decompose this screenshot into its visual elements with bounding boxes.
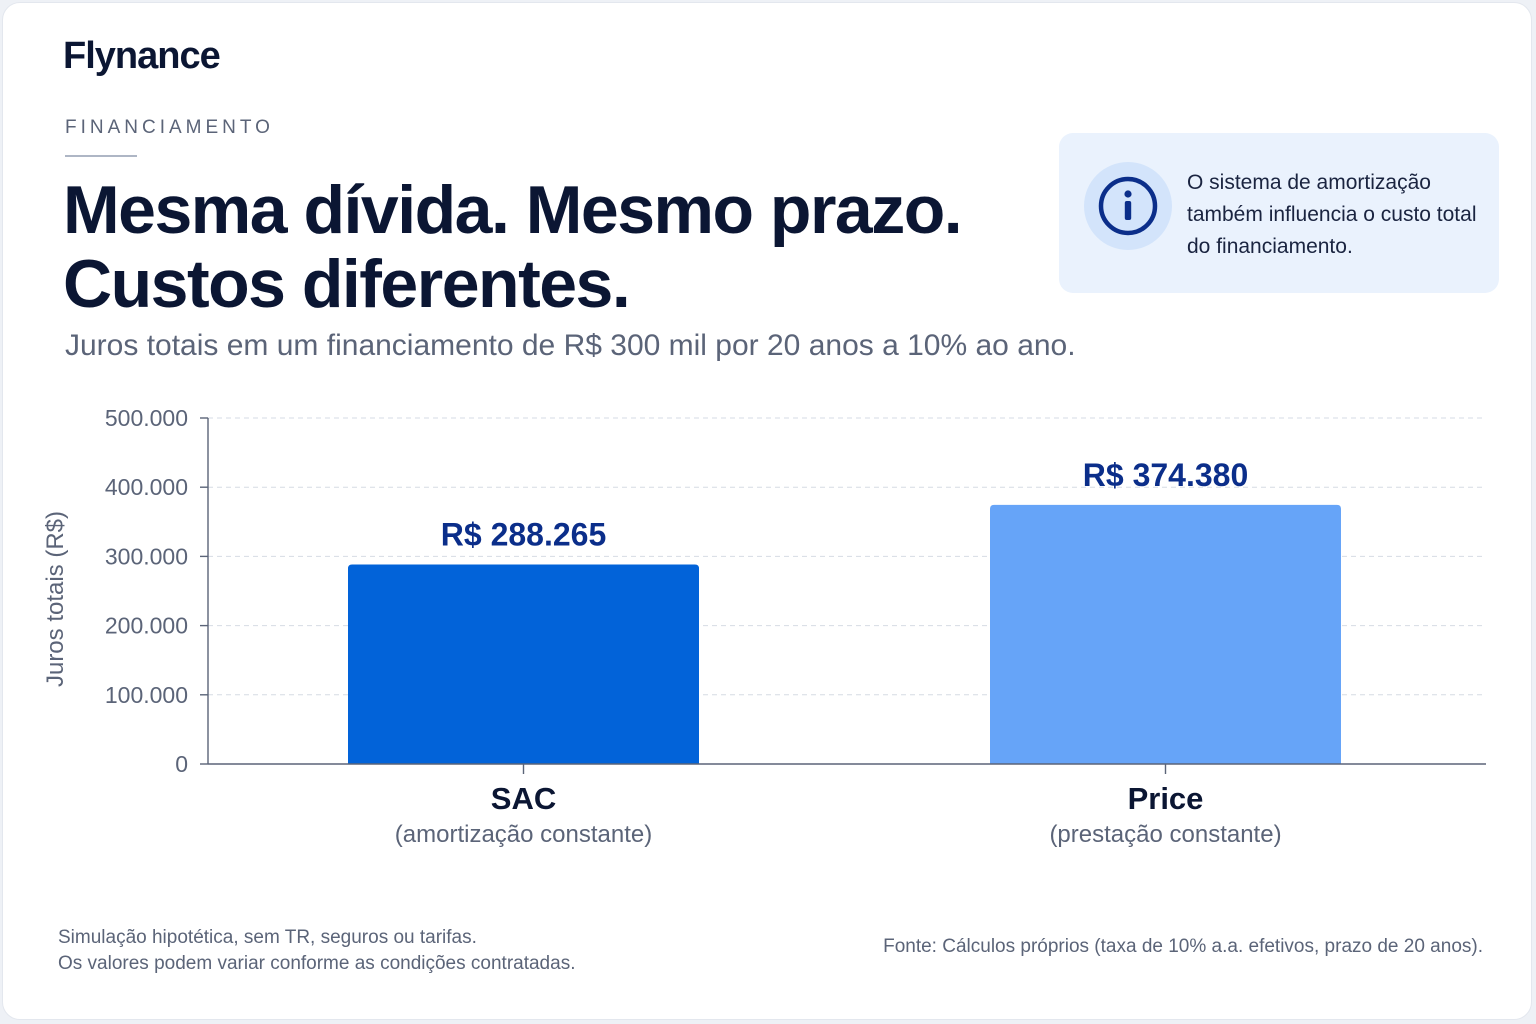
info-icon xyxy=(1084,162,1172,250)
x-category-label: Price xyxy=(1128,781,1204,816)
y-tick-label: 400.000 xyxy=(105,474,188,500)
chart-labels: Juros totais (R$) 0 100.000 200.000 300.000… xyxy=(42,405,1282,848)
chart-bars xyxy=(348,504,1341,764)
y-axis-label: Juros totais (R$) xyxy=(42,511,69,687)
page-subtitle: Juros totais em um financiamento de R$ 3… xyxy=(65,329,1076,362)
eyebrow-divider xyxy=(65,155,137,157)
x-category-subtitle: (amortização constante) xyxy=(395,821,652,848)
y-tick-label: 200.000 xyxy=(105,613,188,639)
x-category-label: SAC xyxy=(491,781,556,816)
section-eyebrow: FINANCIAMENTO xyxy=(65,117,274,138)
source-note: Fonte: Cálculos próprios (taxa de 10% a.… xyxy=(883,936,1483,957)
brand-logo: Flynance xyxy=(63,35,221,77)
disclaimer-line-2: Os valores podem variar conforme as cond… xyxy=(58,953,576,974)
bar-value-label: R$ 288.265 xyxy=(441,517,606,553)
bar-price xyxy=(990,504,1341,764)
title-line-2: Custos diferentes. xyxy=(63,246,631,322)
disclaimer-note: Simulação hipotética, sem TR, seguros ou… xyxy=(58,925,575,977)
y-tick-label: 0 xyxy=(175,751,188,777)
x-category-subtitle: (prestação constante) xyxy=(1049,821,1281,848)
info-text: O sistema de amortização também influenc… xyxy=(1187,171,1477,258)
disclaimer-line-1: Simulação hipotética, sem TR, seguros ou… xyxy=(58,927,477,948)
y-tick-label: 500.000 xyxy=(105,405,188,431)
title-line-1: Mesma dívida. Mesmo prazo. xyxy=(63,172,963,248)
bar-value-label: R$ 374.380 xyxy=(1083,457,1248,493)
chart-axes xyxy=(200,417,1486,774)
page-title: Mesma dívida. Mesmo prazo. Custos difere… xyxy=(63,173,1043,321)
bar-sac xyxy=(348,564,699,764)
interest-bar-chart: Juros totais (R$) 0 100.000 200.000 300.000… xyxy=(42,405,1486,848)
y-tick-label: 300.000 xyxy=(105,543,188,569)
info-callout: O sistema de amortização também influenc… xyxy=(1059,133,1499,293)
y-tick-label: 100.000 xyxy=(105,682,188,708)
